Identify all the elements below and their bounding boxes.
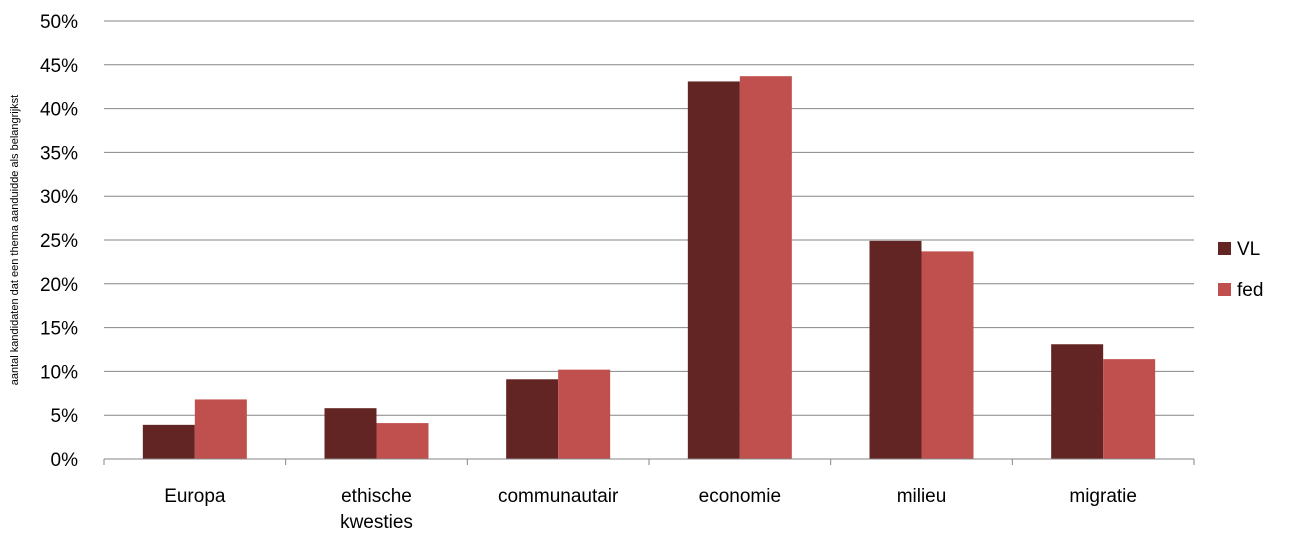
y-tick-label: 35% <box>40 143 78 164</box>
legend-label: VL <box>1237 239 1260 260</box>
gridlines <box>104 20 1194 416</box>
category-label: Europa <box>164 486 226 507</box>
category-label: economie <box>699 486 781 507</box>
category-label: milieu <box>897 486 947 507</box>
category-label-line: ethische <box>341 486 412 507</box>
category-label: ethische kwesties <box>340 486 413 533</box>
y-tick-label: 25% <box>40 231 78 252</box>
bars <box>142 76 1156 460</box>
bar-fed-0 <box>194 399 247 459</box>
category-label-line: migratie <box>1069 486 1137 507</box>
bar-fed-4 <box>921 251 974 459</box>
y-axis-ticks: 0% 5% 10% 15% 20% 25% 30% 35% 40% 45% 50% <box>40 12 78 471</box>
y-tick-label: 0% <box>51 450 79 471</box>
category-labels: Europa ethische kwesties communautair econom… <box>164 486 1137 533</box>
category-label: migratie <box>1069 486 1137 507</box>
bar-vl-3 <box>687 81 740 459</box>
bar-fed-3 <box>739 76 792 460</box>
y-tick-label: 30% <box>40 187 78 208</box>
y-tick-label: 50% <box>40 12 78 33</box>
category-label-line: Europa <box>164 486 226 507</box>
legend-swatch-fed <box>1218 283 1231 296</box>
bar-vl-2 <box>506 379 559 459</box>
bar-vl-5 <box>1051 344 1104 459</box>
bar-fed-1 <box>376 423 429 459</box>
bar-vl-0 <box>142 424 195 459</box>
legend: VL fed <box>1218 239 1263 301</box>
bar-vl-4 <box>869 240 922 459</box>
category-label: communautair <box>498 486 619 507</box>
category-label-line: kwesties <box>340 512 413 533</box>
category-label-line: economie <box>699 486 781 507</box>
bar-fed-5 <box>1103 359 1156 459</box>
y-tick-label: 10% <box>40 362 78 383</box>
y-tick-label: 15% <box>40 319 78 340</box>
bar-fed-2 <box>558 369 611 459</box>
legend-label: fed <box>1237 280 1263 301</box>
y-tick-label: 40% <box>40 100 78 121</box>
x-axis-ticks <box>103 459 1195 465</box>
y-tick-label: 20% <box>40 275 78 296</box>
legend-swatch-vl <box>1218 242 1231 255</box>
bar-vl-1 <box>324 408 377 459</box>
y-tick-label: 5% <box>51 406 79 427</box>
category-label-line: milieu <box>897 486 947 507</box>
y-tick-label: 45% <box>40 56 78 77</box>
category-label-line: communautair <box>498 486 619 507</box>
y-axis-label: aantal kandidaten dat een thema aanduidd… <box>9 95 21 386</box>
